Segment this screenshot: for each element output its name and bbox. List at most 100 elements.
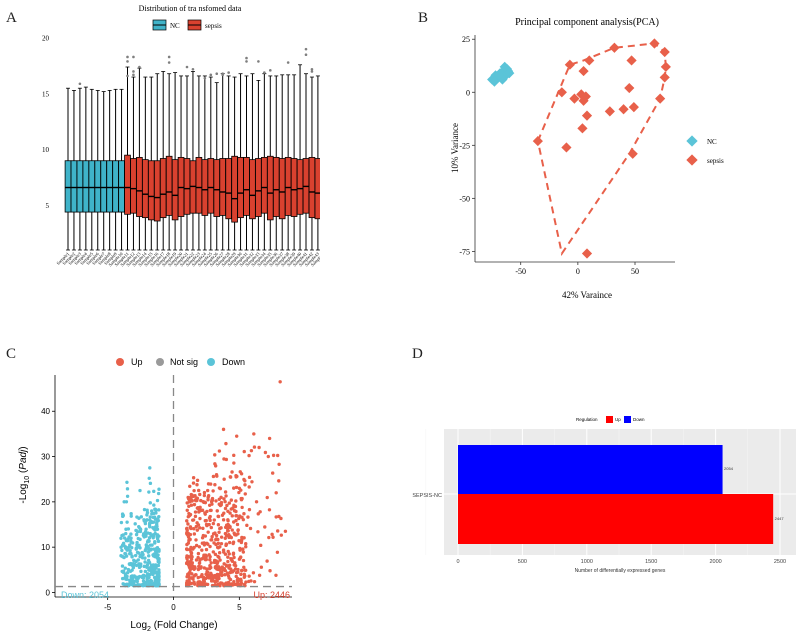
volcano-point-up — [212, 560, 217, 565]
volcano-point-down — [157, 487, 161, 491]
outlier-point — [126, 74, 129, 78]
y-tick-label: 10 — [41, 543, 50, 552]
box-sample35 — [266, 155, 274, 221]
volcano-point-up — [209, 561, 213, 565]
legend-marker-down — [207, 358, 215, 366]
volcano-point-up — [211, 489, 215, 493]
volcano-point-up — [230, 470, 234, 474]
volcano-point-down — [155, 556, 160, 560]
volcano-point-up — [191, 481, 196, 485]
volcano-point-up — [185, 542, 189, 547]
volcano-point-down — [130, 574, 134, 578]
volcano-point-down — [151, 515, 156, 520]
volcano-point-up — [188, 570, 192, 574]
legend-label-up: Up — [131, 357, 143, 367]
volcano-point-down — [137, 551, 141, 555]
outlier-point — [191, 67, 195, 71]
x-tick-label: 2500 — [774, 559, 786, 565]
volcano-point-down — [148, 481, 153, 486]
volcano-point-up — [208, 558, 212, 562]
x-tick-label: -50 — [515, 267, 526, 276]
y-tick-label: 10 — [42, 146, 50, 154]
box-sample7 — [100, 160, 108, 213]
legend-swatch-up — [606, 416, 613, 423]
volcano-point-up — [221, 518, 226, 522]
legend-title: Regulation — [576, 417, 598, 422]
chart-title: Principal component analysis(PCA) — [515, 17, 659, 28]
volcano-point-up — [274, 515, 278, 519]
volcano-point-down — [156, 563, 161, 568]
volcano-point-up — [239, 540, 244, 545]
volcano-point-up — [210, 496, 215, 501]
y-tick-label: -50 — [459, 194, 470, 203]
volcano-point-down — [128, 549, 132, 553]
y-tick-label: 30 — [41, 453, 50, 462]
box-sample16 — [153, 160, 161, 222]
y-axis-label: -Log10 (Padj) — [18, 446, 31, 503]
volcano-point-down — [155, 498, 160, 503]
volcano-point-up — [190, 561, 195, 565]
volcano-point-up — [232, 461, 236, 465]
box-sample15 — [147, 160, 155, 221]
outlier-point — [269, 69, 272, 72]
bar-up — [458, 494, 774, 544]
pca-point-sepsis — [626, 55, 637, 66]
volcano-point-up — [215, 561, 219, 566]
outlier-point — [245, 60, 248, 63]
volcano-point-up — [185, 581, 189, 585]
volcano-point-up — [242, 572, 247, 577]
volcano-point-up — [206, 498, 210, 502]
volcano-point-up — [227, 576, 231, 580]
volcano-point-down — [124, 527, 128, 531]
volcano-point-up — [244, 542, 248, 546]
volcano-point-up — [242, 536, 246, 540]
volcano-point-down — [154, 550, 159, 555]
volcano-point-up — [220, 573, 224, 577]
volcano-point-up — [185, 508, 189, 512]
pca-point-sepsis — [581, 248, 593, 259]
y-tick-label: 0 — [466, 88, 470, 97]
y-tick-label: -25 — [459, 141, 470, 150]
volcano-point-up — [185, 575, 189, 579]
box-sample42 — [308, 156, 316, 219]
volcano-point-up — [277, 462, 281, 466]
volcano-point-up — [237, 490, 241, 495]
volcano-point-up — [217, 530, 221, 534]
volcano-point-up — [188, 512, 193, 517]
volcano-point-down — [121, 555, 125, 559]
volcano-point-up — [274, 573, 278, 577]
volcano-point-up — [222, 477, 226, 481]
volcano-point-up — [190, 494, 194, 499]
volcano-point-up — [207, 576, 211, 580]
volcano-point-up — [213, 552, 218, 557]
volcano-point-up — [236, 532, 240, 536]
bar-chart: Regulation Up Down 0 500 1000 1500 2000 2500 2… — [412, 416, 796, 574]
volcano-point-down — [155, 524, 159, 528]
volcano-point-down — [155, 574, 160, 578]
volcano-point-down — [157, 548, 161, 552]
volcano-point-up — [211, 474, 216, 479]
volcano-point-up — [185, 531, 190, 536]
volcano-point-down — [123, 546, 128, 550]
volcano-point-up — [192, 532, 197, 536]
legend-marker-notsig — [156, 358, 164, 366]
volcano-point-up — [219, 541, 224, 546]
volcano-point-up — [247, 574, 251, 578]
volcano-point-up — [234, 570, 239, 575]
volcano-point-up — [218, 486, 223, 491]
x-tick-label: 5 — [237, 603, 242, 612]
volcano-point-down — [143, 556, 147, 560]
volcano-point-up — [243, 568, 248, 572]
volcano-point-up — [216, 575, 221, 579]
volcano-point-up — [205, 567, 209, 571]
volcano-point-up — [203, 534, 208, 538]
box-sample31 — [243, 156, 250, 216]
volcano-point-up — [229, 498, 234, 502]
volcano-point-up — [197, 510, 201, 514]
volcano-point-up — [201, 500, 205, 504]
volcano-point-up — [207, 553, 211, 557]
volcano-point-down — [155, 537, 160, 541]
panel-label-b: B — [418, 10, 429, 26]
volcano-point-down — [122, 582, 127, 587]
box-sample13 — [136, 156, 143, 217]
